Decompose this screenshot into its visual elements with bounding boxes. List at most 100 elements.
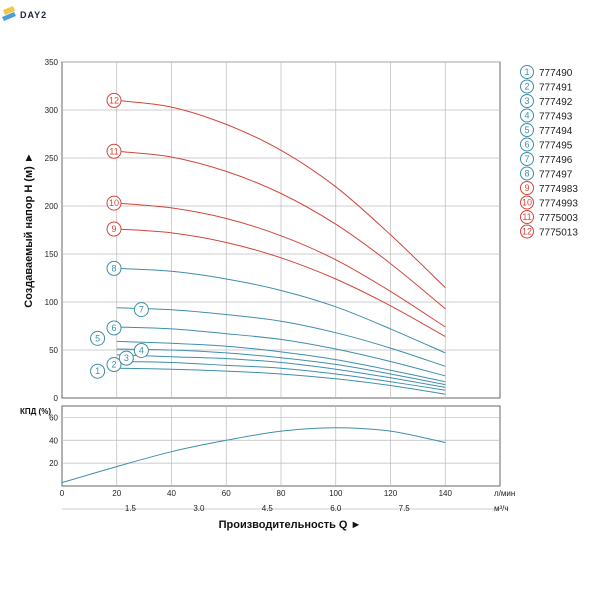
legend-marker-2 xyxy=(520,79,534,94)
curve-marker-label-9: 9 xyxy=(112,224,117,234)
x-tick-label-lmin: 60 xyxy=(222,489,231,498)
curve-marker-label-12: 12 xyxy=(109,95,119,105)
curve-marker-2 xyxy=(106,357,122,373)
legend-model-12: 7775013 xyxy=(539,228,578,239)
x-tick-label-lmin: 100 xyxy=(329,489,343,498)
curve-marker-label-4: 4 xyxy=(139,345,144,355)
curve-marker-4 xyxy=(133,342,149,358)
x-unit-lmin: л/мин xyxy=(494,489,515,498)
x-tick-label-m3h: 6.0 xyxy=(330,504,342,513)
head-curve-6 xyxy=(116,326,446,377)
x-tick-label-lmin: 140 xyxy=(439,489,453,498)
head-y-tick-label: 100 xyxy=(45,298,59,307)
legend-marker-label-1: 1 xyxy=(524,67,529,77)
legend-marker-label-3: 3 xyxy=(524,96,529,106)
legend-model-4: 777493 xyxy=(539,112,573,123)
curve-marker-label-2: 2 xyxy=(112,360,117,370)
x-tick-label-m3h: 7.5 xyxy=(399,504,411,513)
curve-marker-label-5: 5 xyxy=(95,333,100,343)
legend-model-6: 777495 xyxy=(539,141,573,152)
curve-marker-3 xyxy=(118,350,134,366)
head-y-tick-label: 300 xyxy=(45,106,59,115)
legend-model-8: 777497 xyxy=(539,170,573,181)
curve-marker-6 xyxy=(106,320,122,336)
legend-model-7: 777496 xyxy=(539,155,573,166)
head-chart: 0 50 100 150 200 250 300 350 Создаваемый напор H… xyxy=(23,58,501,403)
curve-marker-label-3: 3 xyxy=(124,353,129,363)
legend-model-5: 777494 xyxy=(539,126,573,137)
legend-marker-12 xyxy=(520,224,534,239)
head-y-tick-label: 50 xyxy=(49,346,58,355)
x-tick-label-lmin: 20 xyxy=(112,489,121,498)
curve-marker-10 xyxy=(106,195,122,211)
legend-marker-label-12: 12 xyxy=(522,227,532,237)
head-curve-8 xyxy=(116,267,446,354)
legend-model-1: 777490 xyxy=(539,68,573,79)
head-y-tick-label: 350 xyxy=(45,58,59,67)
head-y-tick-label: 0 xyxy=(54,394,59,403)
legend-marker-7 xyxy=(520,152,534,166)
head-y-axis-title: Создаваемый напор H (м) ► xyxy=(23,152,35,307)
head-curve-11 xyxy=(116,150,446,310)
head-y-tick-label: 250 xyxy=(45,154,59,163)
x-tick-label-m3h: 1.5 xyxy=(125,504,137,513)
legend-marker-label-11: 11 xyxy=(522,212,531,222)
legend-marker-label-10: 10 xyxy=(522,198,532,208)
efficiency-y-axis-title: КПД (%) xyxy=(20,407,51,416)
x-tick-label-lmin: 120 xyxy=(384,489,398,498)
legend-model-10: 7774993 xyxy=(539,199,578,210)
curve-marker-11 xyxy=(106,143,122,159)
x-tick-label-lmin: 40 xyxy=(167,489,176,498)
legend-marker-10 xyxy=(520,195,534,210)
brand-logo-text: DAY2 xyxy=(20,10,47,20)
efficiency-curve xyxy=(61,427,446,484)
legend-marker-label-5: 5 xyxy=(524,125,529,135)
curve-marker-label-10: 10 xyxy=(109,198,119,208)
curve-marker-5 xyxy=(90,330,106,346)
legend-marker-3 xyxy=(520,94,534,108)
head-curve-10 xyxy=(116,202,446,328)
brand-logo-icon xyxy=(3,6,15,15)
legend-marker-label-6: 6 xyxy=(524,140,529,150)
legend-model-11: 7775003 xyxy=(539,213,578,224)
legend-marker-5 xyxy=(520,123,534,137)
head-curve-9 xyxy=(116,228,446,338)
legend-marker-label-8: 8 xyxy=(524,169,529,179)
legend-marker-label-2: 2 xyxy=(524,82,529,92)
curve-marker-label-1: 1 xyxy=(95,366,100,376)
efficiency-y-tick-label: 60 xyxy=(49,413,58,422)
x-tick-label-lmin: 0 xyxy=(60,489,65,498)
brand-logo-icon-stripe xyxy=(2,12,16,21)
curve-marker-12 xyxy=(106,92,122,108)
legend-marker-1 xyxy=(520,65,534,79)
head-y-tick-label: 150 xyxy=(45,250,59,259)
curve-marker-label-11: 11 xyxy=(109,146,118,156)
legend-marker-8 xyxy=(520,166,534,181)
brand-logo: DAY2 xyxy=(2,6,47,21)
legend-model-3: 777492 xyxy=(539,97,573,108)
legend-model-2: 777491 xyxy=(539,83,573,94)
x-tick-label-m3h: 4.5 xyxy=(262,504,274,513)
curve-marker-label-7: 7 xyxy=(139,305,144,315)
legend-marker-label-9: 9 xyxy=(524,183,529,193)
legend-marker-11 xyxy=(520,210,534,224)
head-curve-3 xyxy=(116,354,446,388)
legend-model-9: 7774983 xyxy=(539,184,578,195)
efficiency-y-tick-label: 40 xyxy=(49,436,58,445)
curve-marker-8 xyxy=(106,260,122,276)
legend-marker-9 xyxy=(520,181,534,195)
legend: 1 777490 2 777491 3 777492 4 777493 5 777494 6 7774… xyxy=(520,65,578,239)
head-curve-2 xyxy=(116,361,446,391)
curve-marker-1 xyxy=(90,363,106,379)
x-tick-label-m3h: 3.0 xyxy=(193,504,205,513)
curve-marker-label-8: 8 xyxy=(112,263,117,273)
x-axis-title: Производительность Q ► xyxy=(219,519,362,531)
head-y-tick-label: 200 xyxy=(45,202,59,211)
curve-marker-7 xyxy=(133,302,149,318)
legend-marker-4 xyxy=(520,108,534,123)
head-curve-12 xyxy=(116,99,446,288)
head-curve-1 xyxy=(116,367,446,395)
